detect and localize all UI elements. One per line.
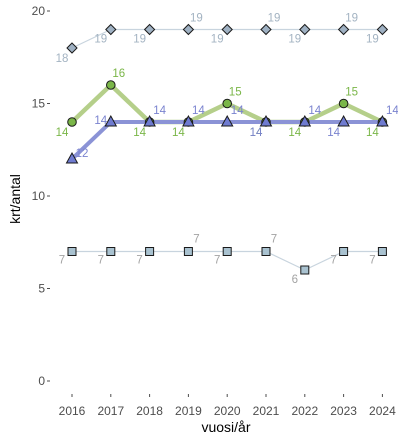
square-marker [339,247,349,256]
data-label: 14 [288,127,301,139]
triangle-marker [104,114,118,127]
data-label: 7 [214,255,220,267]
x-tick-label: 2021 [253,404,280,418]
square-marker [222,247,232,256]
square-marker [377,247,387,256]
x-tick-label: 2016 [59,404,86,418]
data-label: 14 [250,127,263,139]
data-label: 7 [136,255,142,267]
diamond-marker [221,23,233,36]
data-label: 7 [330,255,336,267]
x-tick-label: 2019 [175,404,202,418]
data-labels: 18 19 19 19 19 19 19 19 19 14 16 14 14 15 14 14 15 14 12 14… [56,13,398,287]
triangle-marker [182,114,195,127]
y-axis-title: krt/antal [7,174,23,224]
data-label: 6 [292,274,298,286]
data-label: 19 [268,13,281,25]
triangle-marker [220,114,234,127]
data-label: 14 [56,127,69,139]
circle-marker [222,98,232,109]
x-tick-label: 2023 [330,404,357,418]
y-tick-label: 20 [32,4,46,18]
diamond-marker [143,23,156,36]
data-label: 14 [94,115,107,127]
x-axis-title: vuosi/år [201,419,250,435]
data-label: 14 [231,105,244,117]
triangle-marker [337,114,350,127]
data-label: 15 [345,87,358,99]
data-label: 14 [366,127,379,139]
data-label: 15 [229,87,242,99]
square-marker [145,247,155,256]
diamond-marker [182,23,195,36]
square-marker [300,265,310,275]
data-label: 14 [192,105,205,117]
diamond-marker [376,23,389,36]
data-label: 7 [59,255,65,267]
x-tick-label: 2022 [291,404,318,418]
data-label: 7 [193,234,199,246]
data-label: 18 [56,53,69,65]
data-label: 14 [327,127,340,139]
x-tick-label: 2018 [136,404,163,418]
triangle-marker [259,114,273,127]
square-marker [106,247,116,256]
data-label: 19 [345,13,358,25]
x-tick-label: 2020 [214,404,241,418]
data-label: 14 [133,127,146,139]
triangle-marker [65,151,79,164]
square-marker [183,247,193,256]
diamond-marker [337,23,350,36]
x-axis: 2016 2017 2018 2019 2020 2021 2022 2023 2024 [59,394,396,418]
data-label: 7 [369,255,375,267]
data-label: 14 [153,105,166,117]
triangle-marker [376,114,389,127]
data-label: 19 [288,34,301,46]
circle-marker [106,80,116,90]
data-label: 16 [112,68,125,80]
y-tick-label: 5 [38,282,45,296]
circle-marker [338,98,349,109]
data-label: 14 [308,105,321,117]
data-label: 14 [250,127,263,139]
diamond-marker [299,23,311,36]
diamond-marker [105,23,117,36]
triangle-marker [298,114,312,127]
y-tick-label: 15 [32,97,46,111]
x-tick-label: 2024 [369,404,396,418]
x-tick-label: 2017 [97,404,124,418]
data-label: 19 [94,34,107,46]
series-lines [69,28,385,271]
data-label: 19 [366,34,379,46]
series-markers [65,23,389,275]
circle-marker [67,117,77,127]
y-tick-label: 10 [32,189,46,203]
data-label: 19 [133,34,146,46]
diamond-marker [260,23,272,36]
data-label: 19 [190,13,203,25]
data-label: 12 [76,148,89,160]
data-label: 14 [386,105,398,117]
data-label: 7 [98,255,104,267]
data-label: 14 [172,127,185,139]
square-marker [67,247,77,256]
square-marker [261,247,271,256]
triangle-marker [143,114,156,127]
diamond-marker [66,42,78,54]
data-label: 7 [271,234,277,246]
y-axis: 0 5 10 15 20 [32,4,50,388]
data-label: 19 [211,34,224,46]
y-tick-label: 0 [38,374,45,388]
